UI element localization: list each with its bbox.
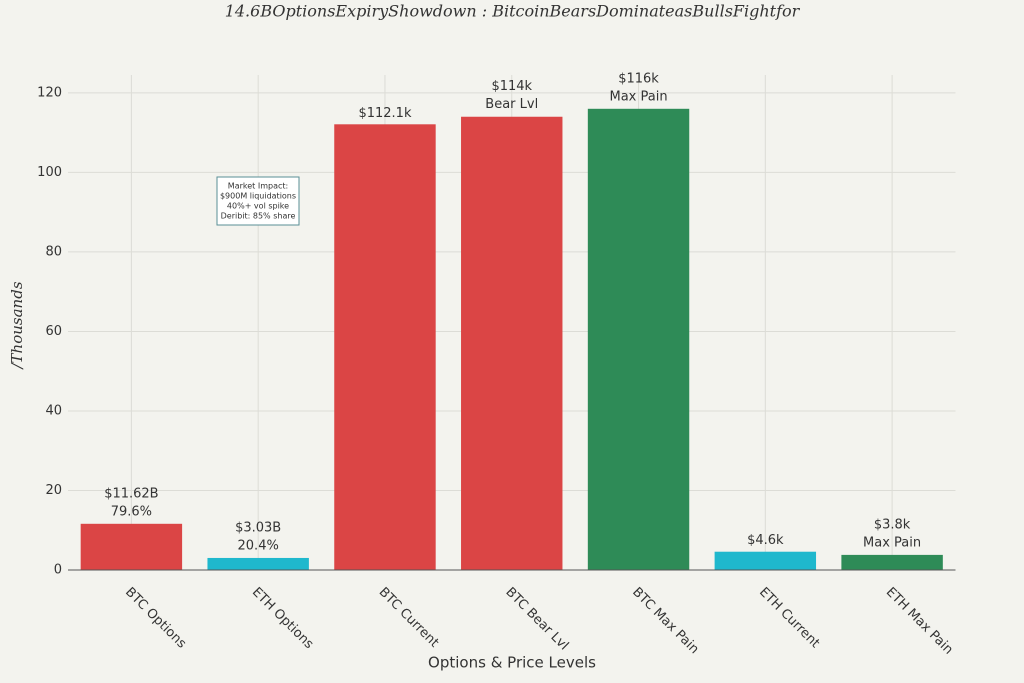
y-tick-label: 120 — [37, 85, 62, 100]
value-label: $112.1k — [358, 106, 411, 121]
bar — [207, 557, 309, 570]
value-label: $4.6k — [747, 533, 784, 548]
x-axis-label: Options & Price Levels — [428, 654, 596, 672]
annotation-text: 40%+ vol spike — [227, 202, 289, 211]
value-note: Max Pain — [609, 89, 667, 104]
bar — [841, 554, 943, 570]
y-tick-label: 60 — [45, 324, 62, 339]
y-tick-label: 0 — [54, 563, 62, 578]
y-tick-label: 20 — [45, 483, 62, 498]
y-tick-label: 40 — [45, 403, 62, 418]
value-label: $11.62B — [104, 486, 158, 501]
value-label: $3.8k — [874, 517, 911, 532]
y-tick-label: 80 — [45, 244, 62, 259]
annotation-text: Deribit: 85% share — [221, 212, 296, 221]
value-label: $3.03B — [235, 520, 281, 535]
value-note: 20.4% — [238, 538, 279, 553]
annotation-text: $900M liquidations — [220, 192, 296, 201]
bar — [587, 108, 690, 571]
chart-title: 14.6BOptionsExpiryShowdown : BitcoinBear… — [225, 2, 801, 21]
y-tick-label: 100 — [37, 165, 62, 180]
y-axis-label: /Thousands — [8, 281, 26, 370]
annotation-text: Market Impact: — [228, 182, 288, 191]
value-note: Bear Lvl — [485, 97, 538, 112]
bar — [714, 551, 817, 570]
value-label: $116k — [618, 71, 659, 86]
value-note: 79.6% — [111, 504, 152, 519]
bar — [461, 116, 563, 571]
bar — [334, 124, 436, 570]
annotation-box — [216, 176, 300, 226]
bar — [80, 523, 183, 570]
value-label: $114k — [491, 79, 532, 94]
value-note: Max Pain — [863, 535, 921, 550]
